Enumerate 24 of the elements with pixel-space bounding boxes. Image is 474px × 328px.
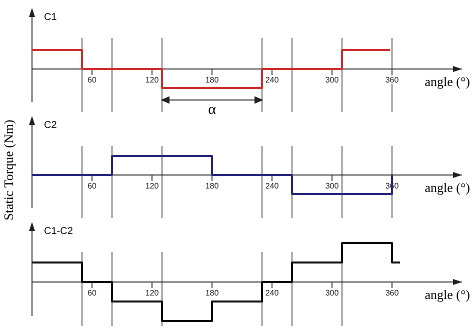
x-tick-label: 240 (265, 76, 280, 85)
x-tick-label: 240 (265, 288, 280, 298)
annotation: α (208, 102, 216, 118)
x-tick-label: 360 (385, 288, 400, 298)
chart-title: C1 (44, 12, 58, 23)
x-tick-label: 180 (205, 288, 220, 298)
x-tick-label: 120 (145, 76, 160, 85)
x-axis-title: angle (°) (424, 74, 470, 89)
x-tick-label: 300 (325, 76, 340, 85)
x-tick-label: 60 (88, 182, 97, 191)
chart-title: C2 (44, 120, 58, 131)
x-tick-label: 240 (265, 182, 280, 191)
x-tick-label: 180 (205, 76, 220, 85)
x-tick-label: 180 (205, 182, 220, 191)
x-axis-title: angle (°) (424, 180, 470, 195)
x-tick-label: 300 (325, 288, 340, 298)
x-tick-label: 60 (88, 288, 97, 298)
x-axis-title: angle (°) (424, 287, 470, 302)
x-tick-label: 120 (145, 182, 160, 191)
x-tick-label: 120 (145, 288, 160, 298)
chart-title: C1-C2 (44, 226, 74, 237)
y-axis-title: Static Torque (Nm) (1, 120, 16, 220)
x-tick-label: 60 (88, 76, 97, 85)
x-tick-label: 300 (325, 182, 340, 191)
